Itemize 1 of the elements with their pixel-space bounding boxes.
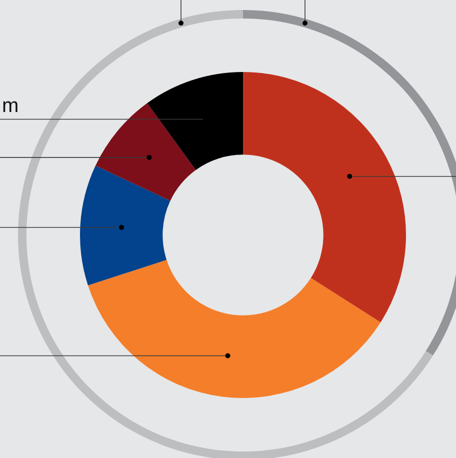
- slice-label: m: [2, 94, 19, 117]
